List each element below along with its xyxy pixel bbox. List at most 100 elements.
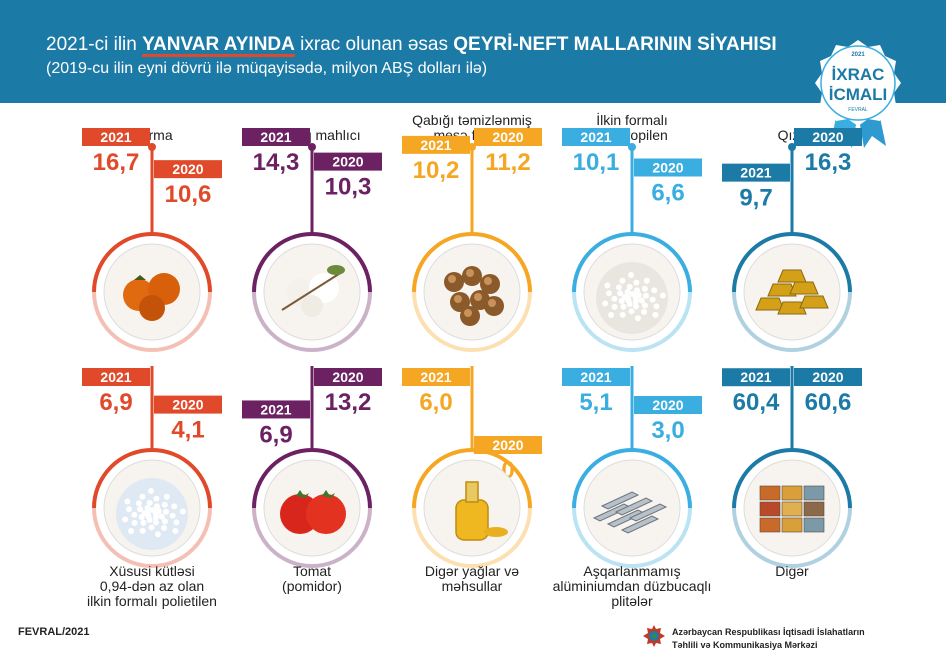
series-2020-tag [474, 436, 542, 454]
item-ring-lower [732, 507, 852, 568]
value-2021: 14,3 [253, 149, 300, 176]
category-label: Digər [775, 563, 809, 579]
value-2020: 6,6 [651, 179, 684, 206]
item-ring-lower [252, 291, 372, 352]
category-label-line: (pomidor) [282, 578, 342, 594]
series-2021-tag [402, 135, 470, 154]
item-group: Tomat(pomidor) 2021 6,9 2020 13,2 [242, 366, 382, 594]
series-2020-tag [794, 128, 862, 146]
category-label-line: Aşqarlanmamış [583, 563, 680, 579]
series-2020-tag [474, 128, 542, 146]
category-label-line: Digər [775, 563, 809, 579]
value-2020: 11,2 [485, 149, 530, 176]
series-2020-tag [314, 152, 382, 171]
series-2020-tag-label: 2020 [492, 129, 523, 145]
series-2020-tag [794, 368, 862, 386]
value-2021: 16,7 [93, 149, 140, 176]
title-part: 2021-ci ilin [46, 34, 143, 55]
item-ring [252, 232, 372, 293]
item-ring [92, 232, 212, 293]
series-2020-tag [634, 396, 702, 414]
item-ring [572, 232, 692, 293]
header-banner: 2021-ci ilin YANVAR AYINDA ixrac olunan … [0, 0, 946, 103]
category-label: Tomat(pomidor) [282, 563, 342, 594]
value-2021: 60,4 [733, 389, 780, 416]
badge-month: FEVRAL [848, 107, 868, 113]
series-2021-tag [242, 400, 310, 419]
footer-date: FEVRAL/2021 [18, 626, 90, 638]
polypropylene-granules-icon [596, 262, 668, 334]
item-ring-lower [572, 291, 692, 352]
value-2020: 13,2 [325, 389, 372, 416]
item-ring-lower [412, 507, 532, 568]
item-ring [252, 448, 372, 509]
series-2021-tag-label: 2021 [420, 137, 451, 153]
series-2020-tag [314, 368, 382, 386]
item-ring-lower [92, 291, 212, 352]
series-2021-tag-label: 2021 [420, 369, 451, 385]
series-2021-tag-label: 2021 [260, 401, 291, 417]
item-ring [412, 448, 532, 509]
value-2021: 5,1 [579, 389, 612, 416]
page-title: 2021-ci ilin YANVAR AYINDA ixrac olunan … [46, 34, 777, 56]
series-2021-tag-label: 2021 [100, 369, 131, 385]
state-emblem-icon [643, 625, 665, 647]
item-ring [92, 448, 212, 509]
containers-icon [759, 485, 825, 533]
footer-org-line1: Azərbaycan Respublikası İqtisadi İslahat… [672, 627, 865, 637]
badge-line2: İCMALI [829, 85, 888, 104]
series-2020-tag-label: 2020 [332, 369, 363, 385]
series-2020-tag-label: 2020 [652, 159, 683, 175]
category-label-line: ilkin formalı polietilen [87, 593, 217, 609]
page-subtitle: (2019-cu ilin eyni dövrü ilə müqayisədə,… [46, 60, 488, 77]
series-2020-tag [634, 158, 702, 177]
item-ring [732, 448, 852, 509]
category-label-line: İlkin formalı [596, 111, 668, 128]
item-ring [732, 232, 852, 293]
value-2020: 3,0 [651, 417, 684, 444]
value-2020: 10,6 [165, 181, 212, 208]
category-label-line: məhsullar [442, 578, 503, 594]
category-label-line: Xüsusi kütləsi [109, 563, 195, 579]
series-2020-tag-label: 2020 [492, 437, 523, 453]
series-2020-tag-label: 2020 [332, 154, 363, 170]
item-ring [412, 232, 532, 293]
series-2020-tag-label: 2020 [812, 129, 843, 145]
series-2020-tag [154, 395, 222, 414]
value-2021: 9,7 [739, 185, 772, 212]
series-2020-tag-label: 2020 [652, 397, 683, 413]
gold-bars-icon [755, 269, 829, 315]
persimmon-icon [123, 273, 180, 321]
item-ring-lower [572, 507, 692, 568]
badge-line1: İXRAC [832, 65, 885, 84]
item-group: Digər 2021 60,4 2020 60,6 [722, 366, 862, 579]
series-2021-tag [562, 368, 630, 386]
value-2020: 60,6 [805, 389, 852, 416]
item-ring [572, 448, 692, 509]
footer-organization: Azərbaycan Respublikası İqtisadi İslahat… [672, 626, 865, 652]
series-2021-tag-label: 2021 [580, 369, 611, 385]
title-highlight-month: YANVAR AYINDA [142, 34, 295, 55]
cotton-icon [281, 265, 345, 317]
series-2021-tag-label: 2021 [740, 369, 771, 385]
value-2021: 6,9 [259, 421, 292, 448]
category-label-line: Digər yağlar və [425, 563, 519, 579]
series-2021-tag-label: 2021 [580, 129, 611, 145]
value-2021: 6,0 [419, 389, 452, 416]
value-2021: 6,9 [99, 389, 132, 416]
oil-bottle-icon [455, 481, 508, 541]
value-2021: 10,1 [573, 149, 620, 176]
series-2021-tag-label: 2021 [260, 129, 291, 145]
footer-org-line2: Təhlili və Kommunikasiya Mərkəzi [672, 640, 818, 650]
series-2021-tag [402, 368, 470, 386]
value-2020: 16,3 [805, 149, 852, 176]
